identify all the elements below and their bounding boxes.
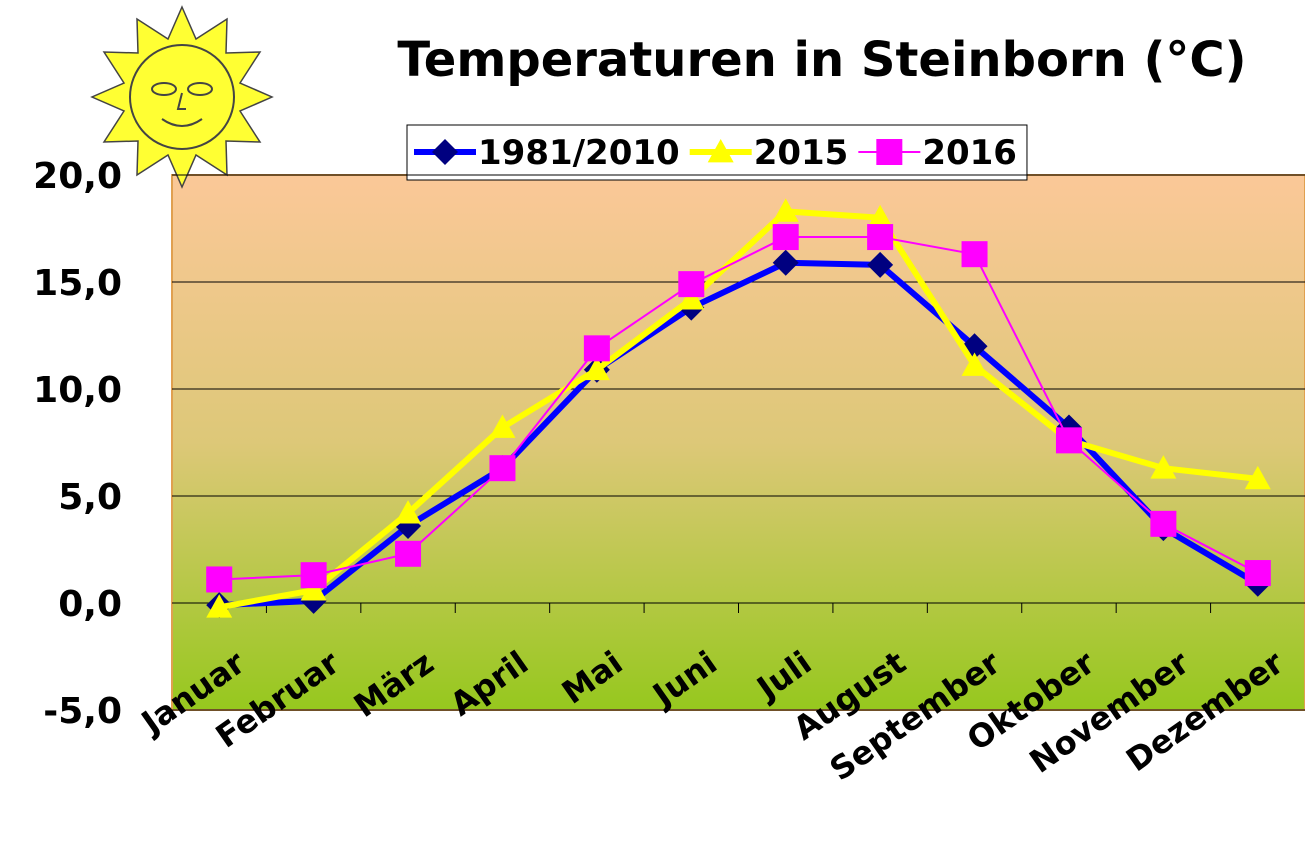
legend-label: 2015 [754,133,849,173]
marker [206,566,232,592]
marker [584,335,610,361]
legend-label: 1981/2010 [478,133,680,173]
marker [1056,427,1082,453]
marker [773,224,799,250]
marker [1245,560,1271,586]
y-tick-label: 10,0 [33,370,122,411]
marker [678,271,704,297]
marker [1150,511,1176,537]
y-tick-label: 0,0 [58,584,122,625]
chart-title: Temperaturen in Steinborn (°C) [397,32,1246,88]
marker [395,541,421,567]
y-tick-label: 15,0 [33,263,122,304]
y-tick-label: 20,0 [33,156,122,197]
y-tick-label: 5,0 [58,477,122,518]
legend: 1981/2010 2015 2016 [407,125,1027,180]
marker [867,224,893,250]
marker [876,139,902,165]
marker [489,455,515,481]
marker [301,562,327,588]
chart: Temperaturen in Steinborn (°C) 1981/2010… [0,0,1305,848]
y-tick-label: -5,0 [43,691,122,732]
marker [962,241,988,267]
legend-label: 2016 [922,133,1017,173]
